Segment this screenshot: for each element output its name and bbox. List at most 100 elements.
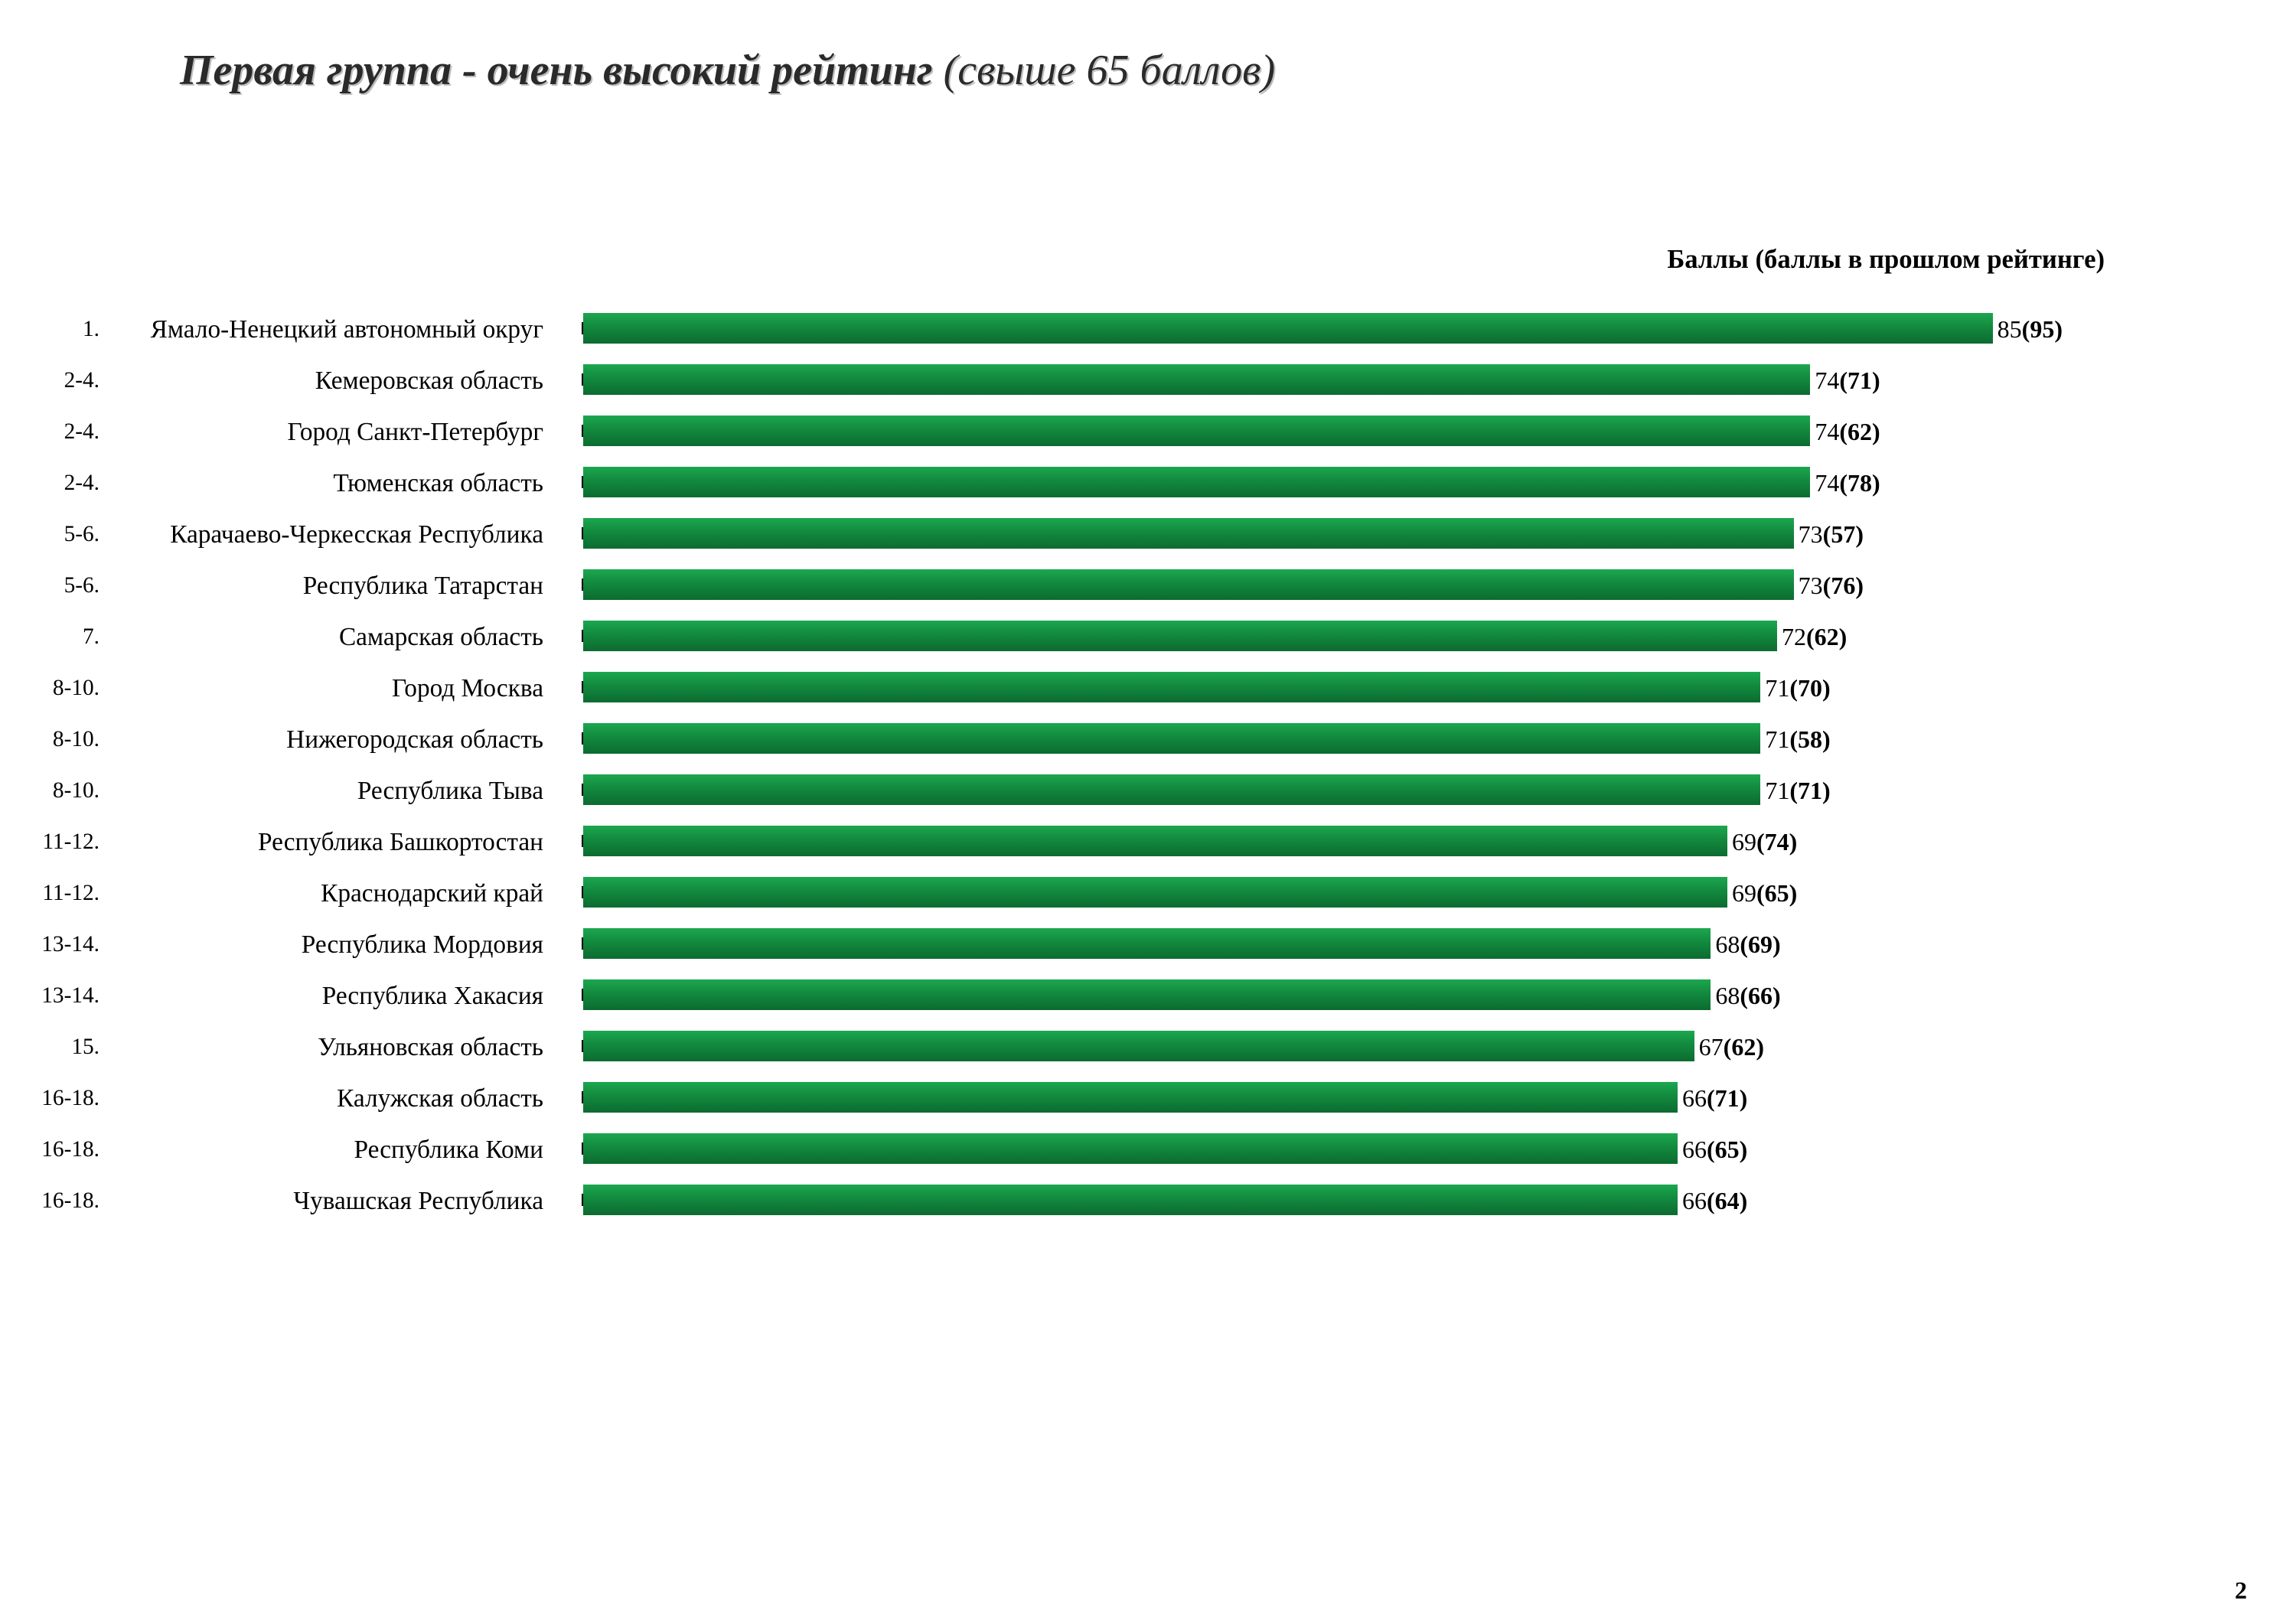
rank-label: 5-6. — [8, 522, 99, 547]
rank-label: 8-10. — [8, 727, 99, 752]
value-label: 69(74) — [1732, 828, 1797, 856]
table-row: 13-14.Республика Хакасия68(66) — [99, 969, 2128, 1020]
region-label: Республика Коми — [115, 1136, 543, 1165]
bar-fill — [583, 774, 1760, 805]
bar-fill — [583, 364, 1810, 395]
table-row: 8-10.Нижегородская область71(58) — [99, 712, 2128, 764]
previous-value: (62) — [1724, 1033, 1764, 1061]
previous-value: (69) — [1740, 930, 1780, 958]
rank-label: 16-18. — [8, 1086, 99, 1111]
region-label: Город Москва — [115, 674, 543, 703]
value-label: 73(57) — [1799, 520, 1864, 549]
table-row: 13-14.Республика Мордовия68(69) — [99, 917, 2128, 969]
rank-label: 11-12. — [8, 881, 99, 906]
table-row: 2-4.Кемеровская область74(71) — [99, 354, 2128, 405]
current-value: 66 — [1682, 1136, 1707, 1163]
previous-value: (71) — [1839, 367, 1880, 394]
region-label: Кемеровская область — [115, 367, 543, 396]
current-value: 66 — [1682, 1084, 1707, 1112]
value-bar — [583, 416, 1810, 446]
previous-value: (70) — [1789, 674, 1830, 702]
bar-fill — [583, 979, 1711, 1010]
page-title: Первая группа - очень высокий рейтинг (с… — [180, 46, 1275, 95]
previous-value: (66) — [1740, 982, 1780, 1009]
previous-value: (76) — [1823, 572, 1864, 599]
region-label: Краснодарский край — [115, 879, 543, 908]
bar-fill — [583, 416, 1810, 446]
region-label: Ямало-Ненецкий автономный округ — [115, 315, 543, 344]
bar-fill — [583, 621, 1777, 651]
rank-label: 7. — [8, 624, 99, 650]
current-value: 69 — [1732, 828, 1756, 855]
value-label: 69(65) — [1732, 879, 1797, 908]
rank-label: 1. — [8, 317, 99, 342]
value-bar — [583, 1185, 1678, 1215]
current-value: 69 — [1732, 879, 1756, 907]
value-label: 74(71) — [1815, 367, 1880, 395]
table-row: 16-18.Республика Коми66(65) — [99, 1123, 2128, 1174]
rank-label: 5-6. — [8, 573, 99, 598]
current-value: 85 — [1998, 315, 2022, 343]
region-label: Самарская область — [115, 623, 543, 652]
region-label: Республика Татарстан — [115, 572, 543, 601]
bar-fill — [583, 928, 1711, 959]
value-label: 68(69) — [1715, 930, 1780, 959]
table-row: 1.Ямало-Ненецкий автономный округ85(95) — [99, 302, 2128, 354]
value-bar — [583, 621, 1777, 651]
value-bar — [583, 928, 1711, 959]
table-row: 16-18.Чувашская Республика66(64) — [99, 1174, 2128, 1225]
value-bar — [583, 672, 1760, 702]
chart-subtitle: Баллы (баллы в прошлом рейтинге) — [1667, 245, 2105, 275]
value-bar — [583, 313, 1993, 344]
bar-fill — [583, 569, 1794, 600]
previous-value: (65) — [1707, 1136, 1747, 1163]
bar-fill — [583, 672, 1760, 702]
current-value: 73 — [1799, 520, 1823, 548]
region-label: Чувашская Республика — [115, 1187, 543, 1216]
region-label: Республика Мордовия — [115, 930, 543, 960]
previous-value: (95) — [2022, 315, 2063, 343]
previous-value: (71) — [1707, 1084, 1747, 1112]
page-title-bold: Первая группа - очень высокий рейтинг — [180, 47, 933, 94]
region-label: Республика Хакасия — [115, 982, 543, 1011]
table-row: 5-6.Карачаево-Черкесская Республика73(57… — [99, 507, 2128, 559]
value-label: 71(58) — [1765, 725, 1830, 754]
bar-fill — [583, 1133, 1678, 1164]
current-value: 71 — [1765, 725, 1789, 753]
rank-label: 2-4. — [8, 419, 99, 445]
value-label: 71(71) — [1765, 777, 1830, 805]
previous-value: (58) — [1789, 725, 1830, 753]
value-label: 68(66) — [1715, 982, 1780, 1010]
current-value: 73 — [1799, 572, 1823, 599]
region-label: Нижегородская область — [115, 725, 543, 754]
table-row: 5-6.Республика Татарстан73(76) — [99, 559, 2128, 610]
rank-label: 16-18. — [8, 1137, 99, 1162]
rank-label: 2-4. — [8, 471, 99, 496]
page-title-subtitle: (свыше 65 баллов) — [933, 47, 1276, 94]
page-number: 2 — [2235, 1576, 2247, 1605]
value-label: 66(71) — [1682, 1084, 1747, 1113]
value-bar — [583, 979, 1711, 1010]
value-label: 66(65) — [1682, 1136, 1747, 1164]
value-label: 74(62) — [1815, 418, 1880, 446]
current-value: 71 — [1765, 777, 1789, 804]
table-row: 2-4.Тюменская область74(78) — [99, 456, 2128, 507]
value-label: 71(70) — [1765, 674, 1830, 702]
value-label: 72(62) — [1782, 623, 1847, 651]
table-row: 7.Самарская область72(62) — [99, 610, 2128, 661]
region-label: Город Санкт-Петербург — [115, 418, 543, 447]
table-row: 8-10.Город Москва71(70) — [99, 661, 2128, 712]
value-label: 74(78) — [1815, 469, 1880, 497]
bar-fill — [583, 313, 1993, 344]
value-bar — [583, 518, 1794, 549]
rank-label: 2-4. — [8, 368, 99, 393]
bar-fill — [583, 723, 1760, 754]
value-bar — [583, 774, 1760, 805]
previous-value: (74) — [1756, 828, 1797, 855]
current-value: 74 — [1815, 418, 1839, 445]
previous-value: (62) — [1806, 623, 1847, 650]
bar-fill — [583, 1185, 1678, 1215]
previous-value: (71) — [1789, 777, 1830, 804]
region-label: Ульяновская область — [115, 1033, 543, 1062]
value-bar — [583, 723, 1760, 754]
